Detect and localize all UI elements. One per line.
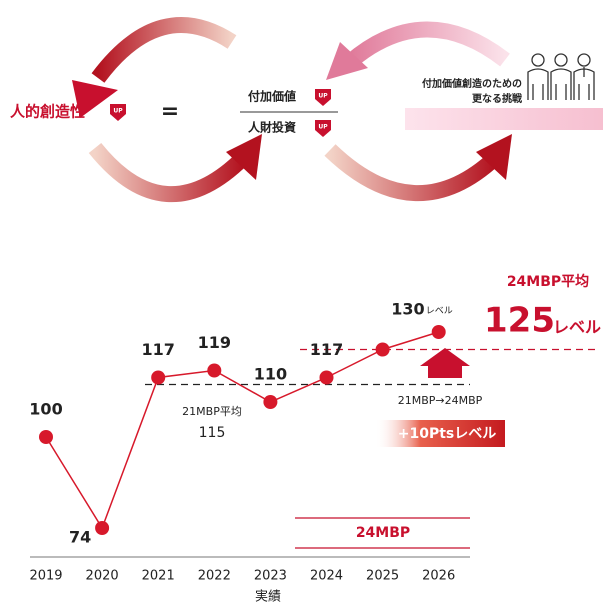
data-label: 117 <box>141 340 174 359</box>
x-tick-label: 2021 <box>142 569 175 584</box>
badge-text: UP <box>318 124 328 131</box>
data-label: 100 <box>29 400 62 419</box>
cycle-arrow <box>330 150 495 193</box>
page: 人的創造性 UP = 付加価値 UP 人財投資 UP 付加価値創造のための 更な… <box>0 0 605 608</box>
x-tick-label: 2024 <box>310 569 343 584</box>
level-suffix: レベル <box>553 318 601 337</box>
data-point <box>376 343 390 357</box>
data-label: 117 <box>310 340 343 359</box>
diagram: 人的創造性 UP = 付加価値 UP 人財投資 UP 付加価値創造のための 更な… <box>10 25 603 194</box>
data-point <box>320 371 334 385</box>
cycle-arrow <box>350 29 505 62</box>
badge: UP <box>315 89 331 106</box>
level-suffix: レベル <box>426 307 453 317</box>
cycle-arrow <box>98 25 232 78</box>
data-point <box>207 364 221 378</box>
data-label: 74 <box>69 528 91 547</box>
badge-text: UP <box>113 108 123 115</box>
badge: UP <box>315 120 331 137</box>
data-point <box>151 371 165 385</box>
increase-label: +10Ptsレベル <box>398 426 497 442</box>
x-tick-label: 2020 <box>86 569 119 584</box>
x-tick-label: 2026 <box>422 569 455 584</box>
data-point <box>263 395 277 409</box>
cycle-arrow <box>95 148 243 194</box>
badge-text: UP <box>318 93 328 100</box>
x-axis-label: 実績 <box>255 589 281 605</box>
x-tick-label: 2022 <box>198 569 231 584</box>
challenge-line: 付加価値創造のための <box>422 77 522 90</box>
data-label: 119 <box>198 333 231 352</box>
chart: +10Ptsレベル 21MBP→24MBP 24MBP 実績 21MBP平均 11… <box>29 273 601 605</box>
challenge-block <box>405 108 603 130</box>
reference-label: 21MBP平均 <box>182 405 242 418</box>
equals: = <box>161 99 179 124</box>
reference-value: 115 <box>199 425 226 441</box>
badge: UP <box>110 104 126 121</box>
left-label: 人的創造性 <box>10 103 85 121</box>
period-label: 24MBP <box>356 525 410 541</box>
denominator: 人財投資 <box>248 120 296 135</box>
data-label: 130 <box>391 300 424 319</box>
x-tick-label: 2025 <box>366 569 399 584</box>
up-arrow <box>420 348 470 378</box>
data-point <box>95 521 109 535</box>
x-tick-label: 2023 <box>254 569 287 584</box>
numerator: 付加価値 <box>248 89 296 104</box>
challenge-line: 更なる挑戦 <box>472 92 523 105</box>
people-icon <box>528 54 594 100</box>
reference-value: 125 <box>484 301 555 341</box>
transition-label: 21MBP→24MBP <box>398 394 483 407</box>
data-label: 110 <box>254 365 287 384</box>
reference-label: 24MBP平均 <box>507 273 589 290</box>
data-point <box>39 430 53 444</box>
x-tick-label: 2019 <box>29 569 62 584</box>
data-point <box>432 325 446 339</box>
